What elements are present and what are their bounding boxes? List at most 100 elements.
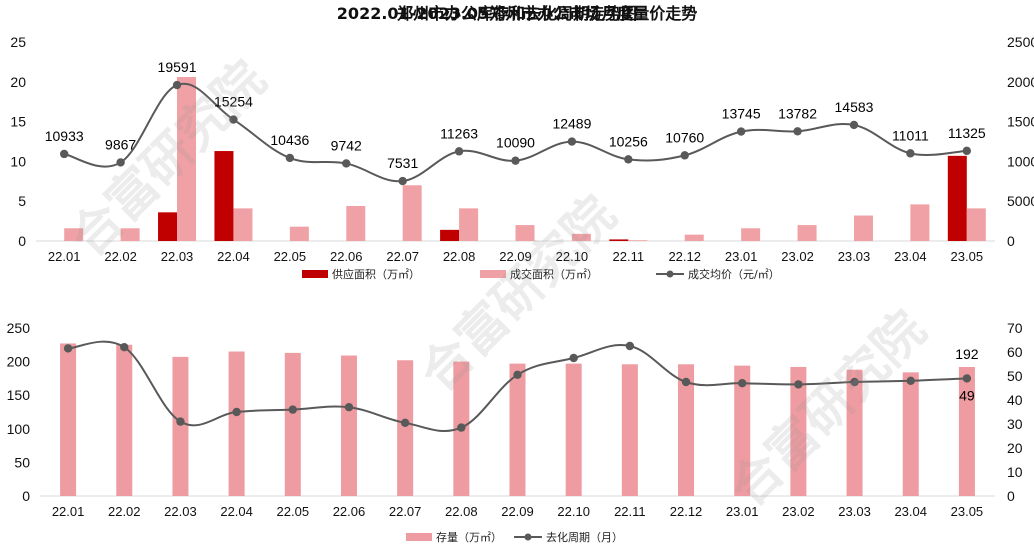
bar — [158, 212, 178, 241]
legend-swatch-marker — [666, 270, 674, 278]
line-point — [511, 156, 520, 165]
x-tick-label: 22.09 — [501, 504, 534, 519]
bar — [571, 233, 591, 241]
line-point — [681, 377, 691, 387]
y-left-tick-label: 5 — [18, 193, 26, 209]
line-data-label: 19591 — [158, 59, 197, 75]
bar — [340, 355, 357, 496]
x-tick-label: 22.04 — [217, 249, 250, 264]
line-point — [285, 153, 295, 163]
y-right-tick-label: 40 — [1007, 392, 1023, 408]
line-point — [342, 159, 351, 168]
x-tick-label: 23.03 — [838, 504, 871, 519]
line-series — [67, 340, 967, 433]
legend-label: 成交均价（元/㎡） — [688, 267, 780, 281]
line-point — [906, 376, 915, 385]
line-point — [457, 423, 466, 432]
x-tick-label: 22.12 — [668, 249, 701, 264]
line-point — [513, 370, 522, 379]
line-point — [738, 379, 747, 388]
line-point — [398, 176, 407, 186]
x-tick-label: 23.04 — [894, 249, 927, 264]
line-series — [63, 82, 967, 183]
y-right-tick-label: 15000 — [1007, 114, 1034, 130]
y-right-tick-label: 0 — [1007, 233, 1015, 249]
legend-swatch — [406, 533, 432, 541]
bar — [628, 240, 648, 241]
line-data-label: 15254 — [214, 94, 253, 110]
x-tick-label: 23.02 — [781, 249, 814, 264]
bar — [60, 343, 77, 496]
line-data-label: 10760 — [665, 129, 704, 145]
legend-label: 去化周期（月） — [546, 530, 623, 544]
y-right-tick-label: 20 — [1007, 440, 1023, 456]
y-right-tick-label: 0 — [1007, 488, 1015, 504]
bar — [565, 363, 582, 496]
bar — [609, 239, 629, 241]
y-right-tick-label: 30 — [1007, 416, 1023, 432]
bar — [228, 351, 245, 496]
x-tick-label: 22.07 — [386, 249, 419, 264]
y-right-tick-label: 10000 — [1007, 153, 1034, 169]
line-point — [624, 155, 633, 164]
line-point — [454, 147, 464, 156]
legend-label: 成交面积（万㎡） — [510, 267, 598, 281]
bar — [284, 352, 301, 496]
bar — [621, 364, 638, 496]
y-right-tick-label: 10 — [1007, 464, 1023, 480]
line-point — [232, 407, 241, 417]
bar — [790, 366, 807, 496]
line-point — [569, 353, 578, 363]
x-tick-label: 23.01 — [725, 249, 758, 264]
x-tick-label: 22.02 — [104, 249, 137, 264]
line-point — [567, 137, 577, 146]
line-point — [849, 120, 859, 130]
line-data-label: 11011 — [892, 127, 929, 143]
bar — [346, 205, 366, 241]
line-data-label: 13745 — [722, 106, 761, 122]
line-point — [794, 380, 803, 389]
line-point — [60, 149, 69, 159]
bar — [797, 225, 817, 241]
x-tick-label: 22.08 — [445, 504, 478, 519]
line-data-label: 9742 — [331, 137, 362, 153]
line-data-label: 10090 — [496, 135, 535, 151]
x-tick-label: 22.04 — [220, 504, 253, 519]
x-tick-label: 23.04 — [894, 504, 927, 519]
bar — [958, 366, 975, 496]
line-point — [344, 403, 354, 412]
y-right-tick-label: 20000 — [1007, 74, 1034, 90]
line-data-label: 13782 — [778, 105, 817, 121]
x-tick-label: 22.01 — [52, 504, 85, 519]
line-data-label: 10436 — [270, 132, 309, 148]
legend-label: 存量（万㎡） — [436, 530, 502, 544]
y-left-tick-label: 0 — [22, 488, 30, 504]
x-tick-label: 23.03 — [838, 249, 871, 264]
bar — [440, 229, 460, 241]
x-tick-label: 22.03 — [161, 249, 194, 264]
y-left-tick-label: 50 — [14, 454, 30, 470]
bar — [214, 151, 234, 241]
y-left-tick-label: 25 — [10, 34, 26, 50]
y-left-tick-label: 20 — [10, 74, 26, 90]
line-data-label: 12489 — [552, 116, 591, 132]
y-left-tick-label: 150 — [7, 387, 31, 403]
line-point — [793, 127, 802, 136]
x-tick-label: 22.03 — [164, 504, 197, 519]
x-tick-label: 22.01 — [48, 249, 81, 264]
line-point — [962, 374, 972, 383]
bar — [734, 365, 751, 496]
y-right-tick-label: 70 — [1007, 320, 1023, 336]
chart1-title: 2022.01-2023.05郑州市办公市场月度量价走势 — [336, 4, 698, 23]
bar — [846, 369, 863, 496]
bar — [684, 234, 704, 241]
line-data-label: 10256 — [609, 133, 648, 149]
bar — [233, 208, 253, 241]
bar — [515, 225, 535, 241]
y-left-tick-label: 0 — [18, 233, 26, 249]
x-tick-label: 22.07 — [389, 504, 422, 519]
line-data-label: 49 — [959, 387, 975, 403]
line-point — [906, 149, 915, 158]
line-point — [172, 80, 182, 90]
